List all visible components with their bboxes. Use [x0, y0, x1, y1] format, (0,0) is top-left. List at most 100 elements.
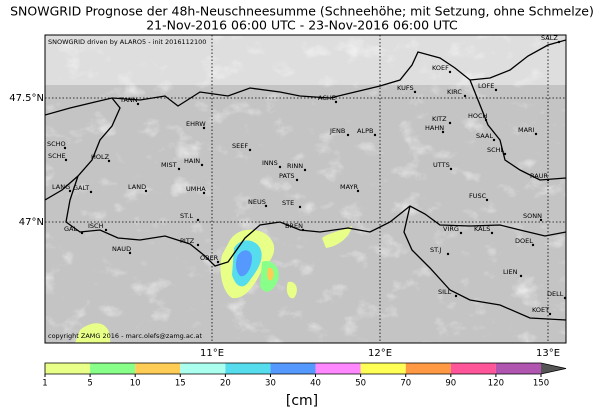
colorbar-segment — [450, 363, 496, 374]
colorbar-tick-label: 1 — [42, 379, 47, 389]
station-dot — [68, 189, 72, 193]
station-dot — [494, 88, 498, 92]
colorbar-tick-label: 20 — [220, 379, 231, 389]
colorbar-segment — [495, 363, 541, 374]
station-label: GAL — [64, 225, 77, 233]
station-label: LOFE — [478, 82, 494, 90]
station-dot — [454, 294, 458, 298]
station-dot — [459, 231, 463, 235]
station-dot — [80, 231, 84, 235]
station-dot — [441, 130, 445, 134]
station-dot — [63, 146, 67, 150]
station-label: SONN — [523, 212, 542, 220]
station-label: SCHE — [48, 152, 66, 160]
station-dot — [490, 231, 494, 235]
station-label: DOEL — [515, 237, 533, 245]
lat-tick-label: 47°N — [19, 217, 44, 228]
station-dot — [557, 40, 561, 44]
station-dot — [346, 133, 350, 137]
copyright: copyright ZAMG 2016 - marc.olefs@zamg.ac… — [48, 332, 202, 340]
station-label: GALT — [73, 184, 89, 192]
colorbar-segment — [225, 363, 271, 374]
station-dot — [413, 90, 417, 94]
station-dot — [200, 163, 204, 167]
colorbar-tick-label: 70 — [400, 379, 411, 389]
station-dot — [278, 165, 282, 169]
station-label: KOET — [532, 306, 549, 314]
station-dot — [301, 228, 305, 232]
colorbar-segment — [90, 363, 136, 374]
station-dot — [202, 191, 206, 195]
station-dot — [298, 205, 302, 209]
colorbar-label: [cm] — [286, 393, 318, 409]
station-dot — [531, 243, 535, 247]
station-dot — [107, 159, 111, 163]
graticule — [45, 35, 566, 343]
colorbar-tick-label: 90 — [445, 379, 456, 389]
station-label: MAYR — [340, 183, 359, 191]
station-label: HAHN — [425, 124, 444, 132]
colorbar-segment — [405, 363, 451, 374]
borders — [45, 39, 566, 321]
station-dot — [446, 252, 450, 256]
relief — [45, 35, 566, 343]
station-dot — [334, 100, 338, 104]
station-label: RAUR — [530, 172, 548, 180]
station-dot — [448, 121, 452, 125]
colorbar-segment — [45, 363, 91, 374]
station-dot — [196, 243, 200, 247]
colorbar-segment — [315, 363, 361, 374]
station-label: LIEN — [503, 268, 518, 276]
station-label: JENB — [329, 127, 345, 135]
colorbar-extend — [541, 363, 566, 374]
station-dot — [295, 178, 299, 182]
station-label: HAIN — [184, 157, 200, 165]
colorbar-segment — [180, 363, 226, 374]
station-label: LAND — [128, 183, 146, 191]
station-dot — [177, 167, 181, 171]
station-dot — [449, 167, 453, 171]
station-label: KUFS — [397, 84, 414, 92]
colorbar-outline — [44, 362, 567, 375]
lon-tick-label: 13°E — [536, 348, 560, 359]
station-dot — [216, 260, 220, 264]
snow-field — [75, 226, 352, 343]
station-label: HOLZ — [91, 153, 110, 161]
colorbar-tick-label: 50 — [355, 379, 366, 389]
station-label: SCHO — [47, 140, 66, 148]
station-label: ST.L — [180, 212, 193, 220]
station-label: SAAL — [476, 132, 493, 140]
station-dot — [546, 178, 550, 182]
station-dot — [303, 168, 307, 172]
subtitle: 21-Nov-2016 06:00 UTC - 23-Nov-2016 06:0… — [146, 18, 458, 33]
colorbar-tick-label: 120 — [488, 379, 504, 389]
station-label: ACHE — [318, 94, 336, 102]
station-label: PITZ — [180, 237, 195, 245]
lon-tick-label: 11°E — [200, 348, 224, 359]
station-dot — [463, 94, 467, 98]
colorbar-tick-label: 30 — [265, 379, 276, 389]
station-label: KITZ — [432, 115, 447, 123]
station-label: UMHA — [186, 185, 206, 193]
station-label: SALZ — [541, 34, 558, 42]
station-dot — [89, 190, 93, 194]
title: SNOWGRID Prognose der 48h-Neuschneesumme… — [10, 4, 594, 19]
station-dot — [448, 70, 452, 74]
station-dot — [534, 132, 538, 136]
station-label: KOEF — [432, 64, 449, 72]
axis-ticks: 11°E 12°E 13°E 47.5°N 47°N — [9, 93, 560, 359]
station-label: SILL — [438, 288, 452, 296]
station-dot — [64, 158, 68, 162]
colorbar-tick-label: 10 — [130, 379, 141, 389]
station-dot — [104, 228, 108, 232]
station-label: KIRC — [447, 88, 462, 96]
station-label: DELL — [547, 290, 564, 298]
station-dot — [128, 251, 132, 255]
colorbar: 1 5 10 15 20 30 40 50 70 90 120 150 — [42, 362, 567, 389]
colorbar-tick-label: 40 — [310, 379, 321, 389]
station-label: SCHL — [487, 146, 505, 154]
station-dot — [485, 198, 489, 202]
station-label: HOCH — [468, 112, 488, 120]
station-dot — [248, 148, 252, 152]
